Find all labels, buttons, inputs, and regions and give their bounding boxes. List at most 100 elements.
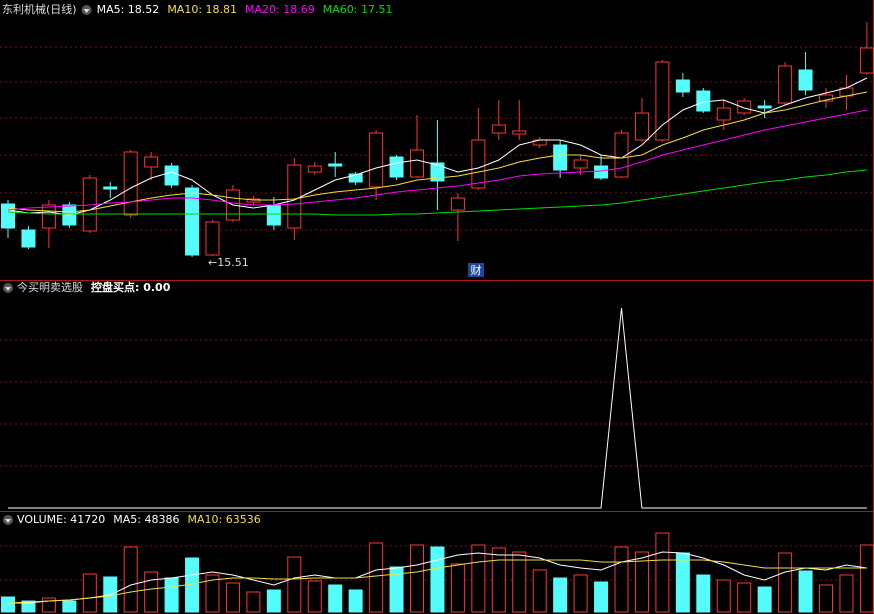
legend-label: MA5: 18.52	[97, 3, 160, 16]
candle-body	[185, 187, 200, 256]
candle-body	[287, 164, 302, 229]
volume-bar	[389, 566, 404, 613]
candle-body	[675, 79, 690, 93]
volume-bar	[553, 577, 568, 613]
volume-bar	[348, 589, 363, 613]
low-annotation: ←15.51	[208, 256, 249, 269]
volume-bar	[634, 551, 649, 613]
volume-bar	[21, 600, 36, 613]
volume-bar	[41, 597, 56, 613]
candle-body	[614, 132, 629, 178]
candle-body	[512, 130, 527, 135]
candle-body	[123, 151, 138, 216]
line-series	[8, 551, 867, 604]
candle-body	[21, 229, 36, 248]
volume-bar	[491, 547, 506, 613]
legend-label: 东利机械(日线)	[2, 2, 77, 16]
candle-body	[328, 163, 343, 167]
volume-bar	[573, 574, 588, 613]
candle-body	[798, 69, 813, 91]
volume-bar	[123, 546, 138, 613]
candle-body	[716, 107, 731, 121]
candle-body	[103, 186, 118, 190]
volume-bar	[512, 551, 527, 613]
volume-bar	[778, 552, 793, 613]
candle-body	[778, 65, 793, 104]
volume-bar	[1, 596, 15, 613]
candle-body	[389, 156, 404, 178]
volume-bar	[144, 571, 159, 613]
candle-body	[573, 159, 588, 169]
volume-bar	[430, 546, 445, 613]
volume-bar	[164, 577, 179, 613]
candle-body	[594, 165, 609, 179]
volume-bar	[307, 580, 322, 613]
candle-body	[471, 139, 486, 189]
legend-label: MA5: 48386	[113, 513, 179, 526]
candle-body	[144, 156, 159, 168]
candle-body	[450, 197, 465, 211]
line-series	[7, 109, 867, 211]
line-series	[7, 77, 868, 216]
line-series	[7, 91, 867, 213]
legend-icon	[5, 287, 11, 291]
legend-label: MA60: 17.51	[323, 3, 393, 16]
legend-label: MA10: 18.81	[167, 3, 237, 16]
legend-label: VOLUME: 41720	[17, 513, 105, 526]
volume-bar	[266, 589, 281, 613]
tag-box	[468, 263, 484, 277]
volume-bar	[246, 591, 261, 613]
candle-body	[266, 204, 281, 226]
candle-body	[859, 47, 874, 74]
volume-bar	[532, 569, 547, 613]
candle-body	[696, 90, 711, 112]
grid	[0, 46, 874, 581]
volume-bar	[594, 581, 609, 613]
legend-label: 控盘买点: 0.00	[91, 280, 171, 294]
candle-body	[491, 124, 506, 134]
candle-body	[348, 173, 363, 183]
candle-body	[757, 105, 772, 109]
candle-body	[819, 94, 833, 102]
candle-body	[737, 100, 752, 114]
volume-bar	[798, 570, 813, 613]
candle-body	[41, 204, 56, 229]
line-series	[7, 169, 867, 216]
legend-label: MA20: 18.69	[245, 3, 315, 16]
volume-bar	[450, 563, 465, 613]
volume-bar	[471, 544, 486, 613]
volume-bar	[696, 574, 711, 613]
candle-body	[307, 165, 322, 173]
volume-bar	[675, 552, 690, 613]
volume-bar	[410, 544, 424, 613]
volume-bar	[82, 573, 97, 613]
volume-bar	[716, 579, 731, 613]
volume-bar	[62, 600, 77, 613]
volume-bar	[839, 574, 854, 613]
candle-body	[369, 132, 384, 188]
line-series	[7, 559, 867, 604]
volume-bar	[614, 546, 629, 613]
volume-bar	[328, 584, 343, 613]
candle-body	[410, 149, 424, 178]
tag: 财	[471, 263, 482, 277]
candle-body	[553, 144, 568, 171]
candle-body	[164, 165, 179, 186]
candle-body	[1, 203, 15, 229]
volume-bar	[287, 556, 302, 613]
volume-bar	[225, 582, 240, 613]
volume-bar	[819, 584, 833, 613]
volume-bar	[655, 532, 670, 613]
volume-bar	[737, 582, 752, 613]
candle-body	[655, 61, 670, 141]
legend-label: MA10: 63536	[187, 513, 260, 526]
candle-body	[205, 221, 220, 256]
line-series	[8, 307, 867, 509]
volume-bar	[369, 542, 384, 613]
volume-bar	[757, 586, 772, 613]
candle-body	[634, 112, 649, 141]
legend-label: 今买明卖选股	[17, 280, 83, 294]
candle-body	[430, 162, 445, 182]
